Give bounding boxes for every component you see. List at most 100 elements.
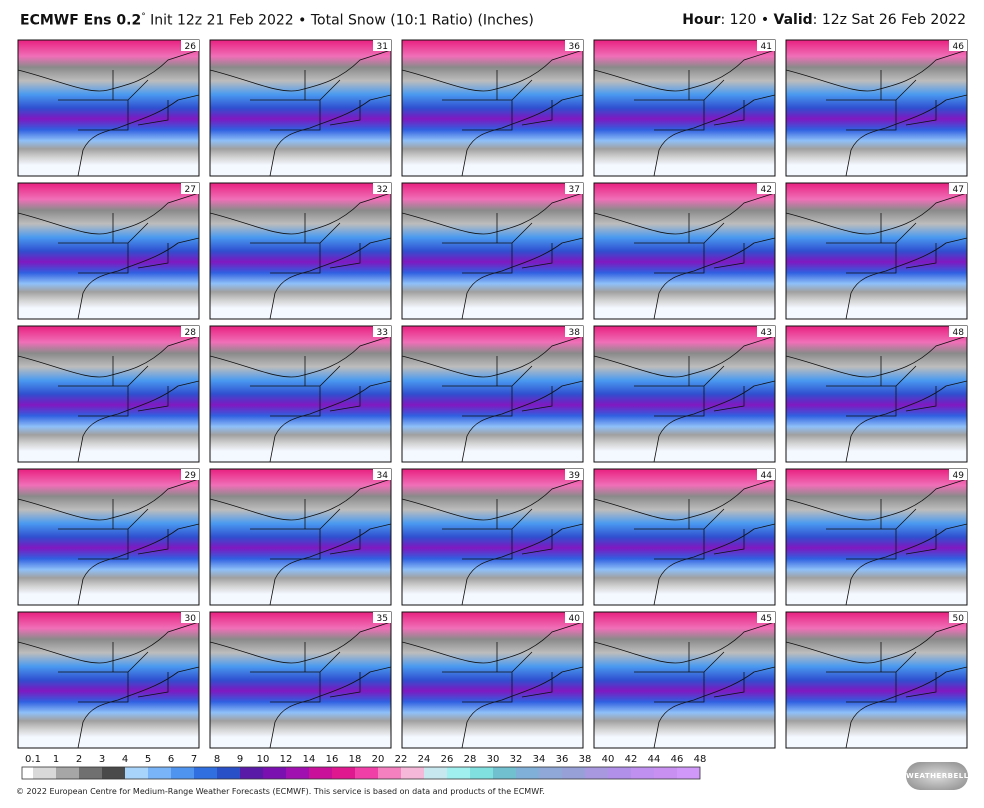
colorbar-segment: [631, 767, 654, 779]
panel-border: [593, 468, 776, 606]
boundary: [593, 621, 776, 664]
boundary: [269, 94, 392, 177]
colorbar-label: 0.1: [25, 754, 41, 765]
colorbar-label: 48: [694, 754, 707, 765]
boundary: [17, 49, 200, 92]
member-box: [949, 326, 967, 337]
colorbar-label: 10: [257, 754, 270, 765]
boundary: [826, 356, 937, 417]
map-panel: 48: [785, 325, 968, 463]
colorbar-label: 42: [625, 754, 638, 765]
separator: •: [760, 12, 770, 28]
boundary: [845, 94, 968, 177]
boundary: [653, 94, 776, 177]
valid-label: Valid: [773, 12, 813, 28]
boundary: [401, 478, 584, 521]
panel-border: [593, 182, 776, 320]
member-box: [565, 612, 583, 623]
map-panel: 32: [209, 182, 392, 320]
map-panel: 30: [17, 611, 200, 749]
member-number: 31: [377, 42, 388, 52]
boundary: [442, 642, 553, 703]
member-box: [181, 40, 199, 51]
boundary: [634, 356, 745, 417]
footer: © 2022 European Centre for Medium-Range …: [16, 787, 545, 796]
panel-field: [210, 183, 391, 319]
member-number: 29: [185, 471, 197, 481]
colorbar-label: 26: [441, 754, 454, 765]
member-number: 45: [761, 614, 772, 624]
boundary: [442, 70, 553, 131]
panel-border: [593, 325, 776, 463]
boundary: [269, 666, 392, 749]
colorbar-label: 30: [487, 754, 500, 765]
colorbar-label: 20: [372, 754, 385, 765]
colorbar-label: 34: [533, 754, 546, 765]
member-box: [565, 40, 583, 51]
boundary: [826, 499, 937, 560]
member-box: [757, 183, 775, 194]
member-box: [949, 469, 967, 480]
colorbar-label: 3: [99, 754, 105, 765]
member-box: [373, 40, 391, 51]
map-panel: 33: [209, 325, 392, 463]
map-panel: 41: [593, 39, 776, 177]
boundary: [401, 335, 584, 378]
boundary: [785, 192, 968, 235]
boundary: [785, 335, 968, 378]
member-number: 47: [953, 185, 964, 195]
member-number: 34: [377, 471, 389, 481]
boundary: [826, 213, 937, 274]
colorbar-segment: [539, 767, 562, 779]
member-number: 44: [761, 471, 773, 481]
boundary: [826, 70, 937, 131]
title: ECMWF Ens 0.2: [20, 12, 142, 29]
panel-field: [18, 612, 199, 748]
colorbar-label: 38: [579, 754, 592, 765]
member-number: 43: [761, 328, 772, 338]
boundary: [58, 642, 169, 703]
member-number: 48: [953, 328, 965, 338]
boundary: [209, 49, 392, 92]
panel-field: [210, 40, 391, 176]
boundary: [785, 49, 968, 92]
map-panel: 44: [593, 468, 776, 606]
colorbar-segment: [355, 767, 378, 779]
panel-field: [594, 40, 775, 176]
logo: WEATHERBELL: [906, 762, 968, 790]
panel-border: [401, 611, 584, 749]
colorbar-label: 5: [145, 754, 151, 765]
colorbar-segment: [424, 767, 447, 779]
boundary: [826, 642, 937, 703]
boundary: [593, 192, 776, 235]
panel-border: [17, 182, 200, 320]
member-number: 40: [569, 614, 581, 624]
panel-border: [17, 39, 200, 177]
panel-border: [593, 39, 776, 177]
boundary: [653, 666, 776, 749]
member-number: 37: [569, 185, 580, 195]
boundary: [845, 523, 968, 606]
boundary: [845, 666, 968, 749]
panel-border: [785, 611, 968, 749]
panel-field: [786, 326, 967, 462]
colorbar-label: 7: [191, 754, 197, 765]
boundary: [17, 335, 200, 378]
boundary: [461, 237, 584, 320]
boundary: [593, 335, 776, 378]
panel-field: [786, 40, 967, 176]
colorbar-segment: [608, 767, 631, 779]
panel-field: [786, 469, 967, 605]
colorbar-segment: [447, 767, 470, 779]
boundary: [58, 499, 169, 560]
colorbar-segment: [378, 767, 401, 779]
panel-border: [593, 611, 776, 749]
member-number: 33: [377, 328, 388, 338]
panel-border: [401, 325, 584, 463]
member-box: [373, 326, 391, 337]
boundary: [634, 213, 745, 274]
member-number: 46: [953, 42, 965, 52]
boundary: [653, 380, 776, 463]
